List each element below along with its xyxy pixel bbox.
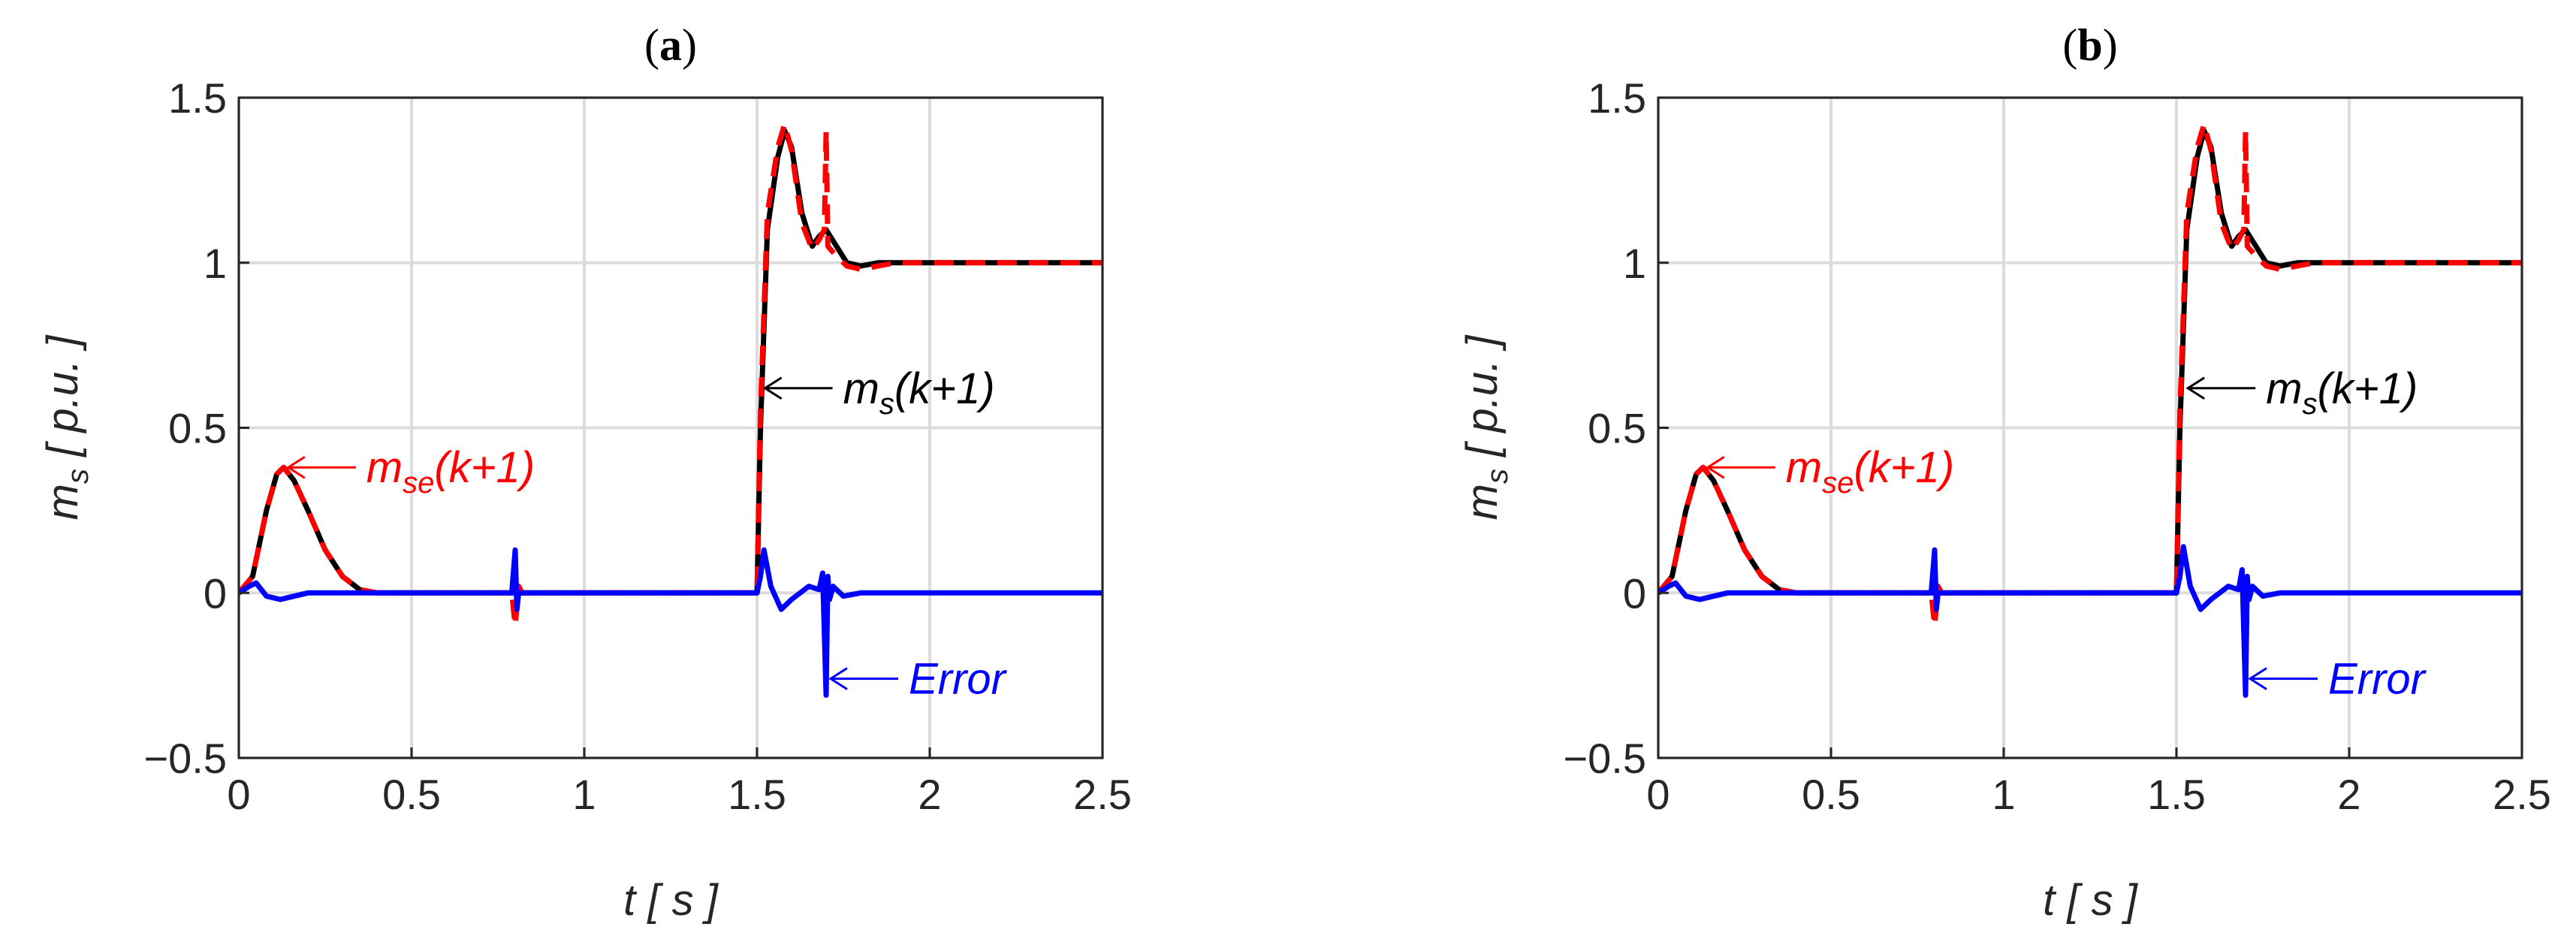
y-tick-label: 0.5 <box>1588 405 1646 452</box>
annotation-label: mse(k+1) <box>1786 443 1954 500</box>
y-axis-label-sub: s <box>1481 469 1514 484</box>
y-tick-label: 1 <box>1623 240 1646 287</box>
y-axis-label: ms [ p.u. ] <box>38 334 95 521</box>
series-line-2 <box>1658 544 2522 698</box>
y-tick-label: 1.5 <box>1588 74 1646 122</box>
x-tick-label: 1.5 <box>728 771 786 818</box>
x-tick-label: 2 <box>918 771 941 818</box>
x-tick-label: 2 <box>2337 771 2360 818</box>
series-line-1 <box>1658 121 2522 629</box>
y-tick-label: −0.5 <box>1563 735 1646 782</box>
annotation-label: Error <box>909 655 1008 704</box>
x-tick-label: 1.5 <box>2147 771 2206 818</box>
annotation-arrow-head <box>1706 455 1725 479</box>
annotation-label: ms(k+1) <box>843 364 995 421</box>
y-axis-label-rest: [ p.u. ] <box>1458 334 1507 469</box>
panel-label-letter: b <box>2077 20 2102 70</box>
annotation-label: ms(k+1) <box>2266 364 2418 421</box>
y-tick-label: 0 <box>204 569 227 617</box>
x-tick-label: 0 <box>227 771 250 818</box>
x-tick-label: 2.5 <box>1073 771 1132 818</box>
annotation-arrow-head <box>2248 667 2267 690</box>
y-tick-label: 1.5 <box>168 74 227 122</box>
x-axis-label: t [ s ] <box>2043 876 2139 925</box>
x-tick-label: 1 <box>572 771 596 818</box>
series-line-1 <box>239 121 1102 629</box>
annotation-arrow-head <box>762 376 783 400</box>
y-tick-label: 0 <box>1623 569 1646 617</box>
annotation-2: Error <box>2248 655 2427 704</box>
annotation-1: ms(k+1) <box>2185 364 2418 421</box>
panel-label-letter: a <box>659 20 682 70</box>
annotation-0: mse(k+1) <box>1706 443 1954 500</box>
chart-panel-a: (a)0 0.5 1 1.5 2 2.5−0.500.511.5t [ s ]ms [ p… <box>38 20 1132 925</box>
y-axis-label-main: m <box>1458 484 1507 520</box>
annotation-0: mse(k+1) <box>286 443 535 500</box>
chart-panel-b: (b)0 0.5 1 1.5 2 2.5−0.500.511.5t [ s ]ms [ p… <box>1458 20 2551 925</box>
x-tick-label: 0.5 <box>382 771 441 818</box>
annotation-arrow-head <box>2185 376 2206 400</box>
series-group <box>239 121 1102 698</box>
x-tick-label: 2.5 <box>2493 771 2551 818</box>
annotation-arrow-head <box>828 667 848 690</box>
panel-label: (b) <box>2062 20 2117 70</box>
annotation-1: ms(k+1) <box>762 364 995 421</box>
y-axis-label-sub: s <box>62 469 95 484</box>
annotation-arrow-head <box>286 455 306 479</box>
y-axis-label-rest: [ p.u. ] <box>38 334 87 469</box>
x-tick-label: 0 <box>1646 771 1670 818</box>
x-tick-label: 0.5 <box>1802 771 1860 818</box>
series-line-2 <box>239 547 1102 698</box>
panel-label: (a) <box>644 20 697 70</box>
series-group <box>1658 121 2522 698</box>
x-tick-label: 1 <box>1992 771 2015 818</box>
y-axis-label: ms [ p.u. ] <box>1458 334 1514 521</box>
y-axis-label-main: m <box>38 484 87 520</box>
y-tick-label: 0.5 <box>168 405 227 452</box>
y-tick-label: −0.5 <box>143 735 227 782</box>
y-tick-label: 1 <box>204 240 227 287</box>
annotation-2: Error <box>828 655 1008 704</box>
annotation-label: mse(k+1) <box>366 443 535 500</box>
annotation-label: Error <box>2328 655 2427 704</box>
x-axis-label: t [ s ] <box>623 876 719 925</box>
